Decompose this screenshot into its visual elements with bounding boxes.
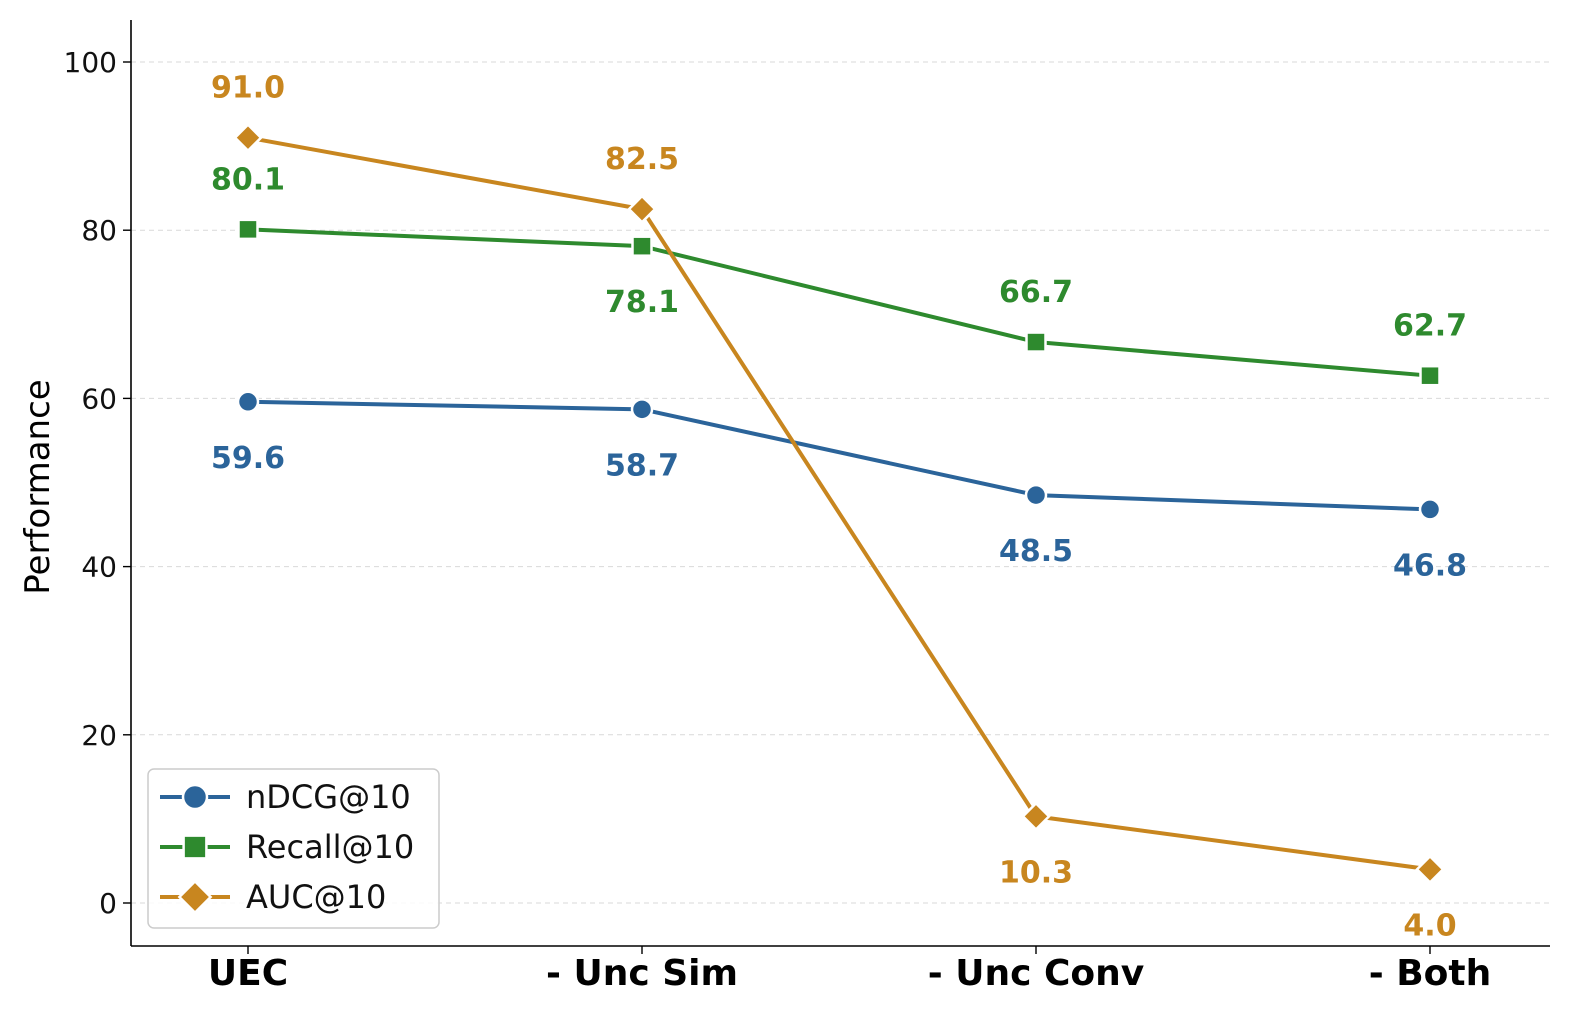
series-AUC@10 (233, 122, 1445, 885)
circle-marker (181, 783, 209, 811)
x-tick-label: UEC (208, 953, 288, 994)
diamond-marker (1415, 854, 1445, 885)
data-label: 91.0 (211, 71, 285, 106)
circle-marker (1418, 498, 1442, 521)
series-line (247, 227, 1431, 378)
data-label: 62.7 (1393, 309, 1467, 344)
data-label: 80.1 (211, 162, 285, 197)
data-label: 78.1 (605, 285, 679, 320)
x-tick-label: - Unc Sim (546, 953, 738, 994)
y-tick-label: 40 (81, 551, 117, 584)
legend-frame (147, 768, 440, 929)
series-line (247, 399, 1431, 512)
circle-marker (236, 390, 260, 414)
x-tick-label: - Both (1369, 953, 1491, 994)
series-Recall@10 (237, 218, 1441, 387)
circle-marker (1024, 483, 1048, 507)
y-tick-label: 80 (81, 214, 117, 247)
data-label: 58.7 (605, 448, 679, 483)
series (233, 122, 1445, 885)
diamond-marker (233, 122, 263, 153)
legend-item: nDCG@10 (160, 778, 411, 816)
circle-marker (630, 398, 654, 421)
x-tick-label: - Unc Conv (928, 953, 1144, 994)
diamond-marker (1021, 801, 1051, 832)
series-line (247, 135, 1431, 872)
data-label: 46.8 (1393, 548, 1467, 583)
legend-item: Recall@10 (160, 828, 414, 866)
y-tick-label: 0 (99, 887, 117, 920)
data-label: 82.5 (605, 142, 679, 177)
diamond-marker (627, 194, 657, 224)
legend-label: AUC@10 (246, 878, 386, 916)
x-ticks: UEC - Unc Sim - Unc Conv - Both (208, 946, 1491, 994)
data-label: 10.3 (999, 855, 1073, 890)
square-marker (1419, 364, 1441, 387)
legend-label: nDCG@10 (246, 778, 411, 816)
square-marker (631, 235, 653, 257)
square-marker (237, 218, 259, 241)
diamond-marker (177, 879, 213, 915)
square-marker (182, 834, 208, 860)
data-label: 48.5 (999, 534, 1073, 569)
y-tick-label: 60 (81, 382, 117, 415)
legend-item: AUC@10 (160, 878, 386, 916)
data-labels: 59.6 58.7 48.5 46.8 80.1 78.1 66.7 62.7 91.0 82.5… (211, 71, 1467, 944)
y-tick-label: 20 (81, 719, 117, 752)
series-nDCG@10 (236, 390, 1442, 521)
square-marker (1025, 331, 1047, 353)
axes (130, 20, 1550, 947)
data-label: 66.7 (999, 275, 1073, 310)
y-axis-title: Performance (18, 379, 58, 594)
legend: nDCG@10 Recall@10 AUC@10 (147, 768, 440, 929)
data-label: 4.0 (1403, 908, 1456, 943)
y-tick-label: 100 (64, 46, 117, 79)
y-ticks: 0 20 40 60 80 100 (64, 46, 131, 920)
gridlines (131, 61, 1550, 904)
legend-label: Recall@10 (246, 828, 414, 866)
legend-items: nDCG@10 Recall@10 AUC@10 (160, 778, 414, 916)
data-label: 59.6 (211, 441, 285, 476)
